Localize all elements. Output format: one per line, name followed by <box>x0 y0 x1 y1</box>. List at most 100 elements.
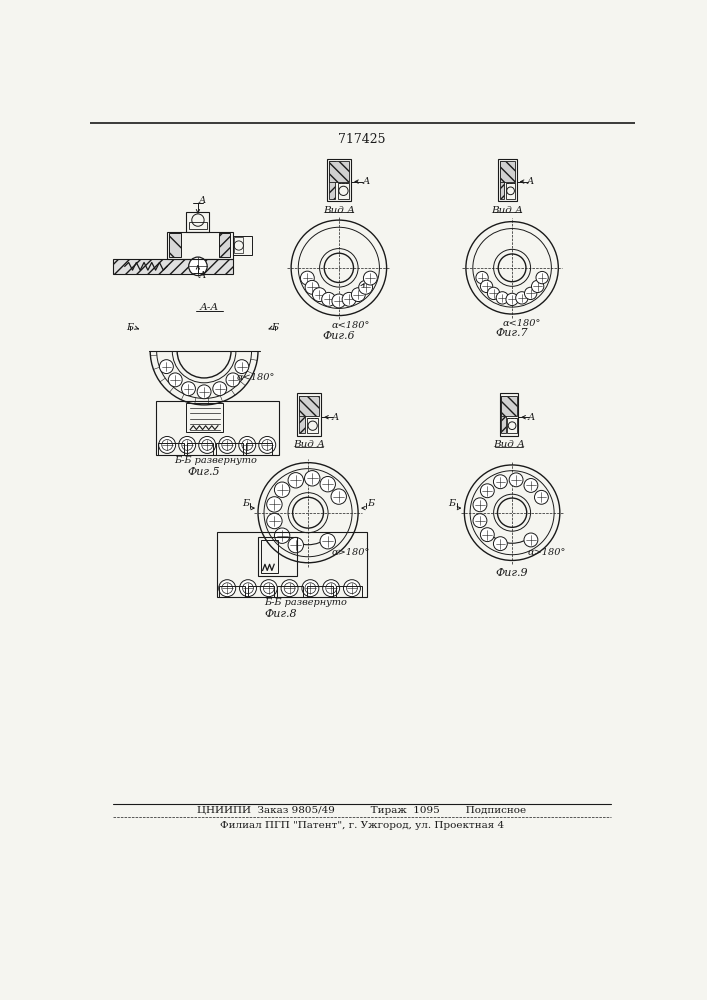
Text: Б-Б развернуто: Б-Б развернуто <box>264 598 347 607</box>
Text: α<180°: α<180° <box>502 319 541 328</box>
Text: А-А: А-А <box>200 303 219 312</box>
Text: Фиг.8: Фиг.8 <box>265 609 298 619</box>
Circle shape <box>305 471 320 486</box>
Circle shape <box>218 580 235 597</box>
Text: Вид А: Вид А <box>323 206 355 215</box>
Bar <box>187 443 214 455</box>
Circle shape <box>473 514 487 528</box>
Circle shape <box>239 436 256 453</box>
Circle shape <box>322 580 339 597</box>
Circle shape <box>509 473 523 487</box>
Text: А: А <box>526 177 534 186</box>
Circle shape <box>274 528 290 543</box>
Text: Вид А: Вид А <box>491 206 523 215</box>
Circle shape <box>158 436 175 453</box>
Circle shape <box>493 475 508 489</box>
Text: Б: Б <box>242 499 250 508</box>
Text: А: А <box>332 413 339 422</box>
Text: Филиал ПГП "Патент", г. Ужгород, ул. Проектная 4: Филиал ПГП "Патент", г. Ужгород, ул. Про… <box>220 821 504 830</box>
Bar <box>246 443 272 455</box>
Circle shape <box>226 373 240 387</box>
Bar <box>216 443 243 455</box>
Circle shape <box>496 292 508 304</box>
Circle shape <box>168 373 182 387</box>
Bar <box>308 418 318 433</box>
Bar <box>156 401 279 455</box>
Text: ЦНИИПИ  Заказ 9805/49           Тираж  1095        Подписное: ЦНИИПИ Заказ 9805/49 Тираж 1095 Подписно… <box>197 806 527 815</box>
Circle shape <box>342 292 356 306</box>
Text: α>180°: α>180° <box>331 548 370 557</box>
Circle shape <box>281 580 298 597</box>
Circle shape <box>302 580 319 597</box>
Bar <box>336 586 362 597</box>
Circle shape <box>288 537 303 553</box>
Circle shape <box>182 382 195 396</box>
Circle shape <box>532 280 544 293</box>
Circle shape <box>525 287 537 300</box>
Text: Вид А: Вид А <box>493 440 525 449</box>
Circle shape <box>476 271 489 284</box>
Bar <box>307 586 333 597</box>
Circle shape <box>332 294 346 308</box>
Bar <box>217 532 368 597</box>
Bar <box>299 396 319 416</box>
Bar <box>500 161 504 199</box>
Bar <box>187 403 223 432</box>
Polygon shape <box>113 259 233 274</box>
Text: α>180°: α>180° <box>527 548 566 557</box>
Text: А: А <box>198 271 206 280</box>
Bar <box>258 537 296 576</box>
Bar <box>329 161 335 199</box>
Circle shape <box>179 436 196 453</box>
Circle shape <box>480 484 494 498</box>
Circle shape <box>351 288 366 302</box>
Circle shape <box>240 580 257 597</box>
Bar <box>299 396 305 433</box>
Text: 717425: 717425 <box>338 133 386 146</box>
Bar <box>248 586 274 597</box>
Circle shape <box>235 360 249 374</box>
Bar <box>338 183 349 199</box>
Circle shape <box>160 360 173 374</box>
Bar <box>187 212 209 232</box>
Circle shape <box>493 537 508 551</box>
Circle shape <box>322 292 336 306</box>
Circle shape <box>305 280 319 294</box>
Circle shape <box>480 280 493 293</box>
Bar <box>167 232 233 259</box>
Text: Фиг.9: Фиг.9 <box>496 568 528 578</box>
Circle shape <box>300 271 315 285</box>
Circle shape <box>536 271 549 284</box>
Circle shape <box>218 436 235 453</box>
Circle shape <box>320 476 335 492</box>
Bar <box>261 540 278 573</box>
Text: Б: Б <box>271 323 279 332</box>
Circle shape <box>480 528 494 542</box>
Bar <box>500 161 515 182</box>
Circle shape <box>312 288 327 302</box>
Bar <box>233 235 252 255</box>
Circle shape <box>515 292 528 304</box>
Circle shape <box>534 490 549 504</box>
Text: Б: Б <box>367 499 374 508</box>
Circle shape <box>320 534 335 549</box>
Bar <box>498 158 517 201</box>
Text: Б: Б <box>448 499 455 508</box>
Text: А: А <box>527 413 535 422</box>
Circle shape <box>197 385 211 399</box>
Text: α<180°: α<180° <box>237 373 275 382</box>
Bar <box>296 393 321 436</box>
Circle shape <box>189 257 207 276</box>
Text: Вид А: Вид А <box>293 440 325 449</box>
Bar <box>218 586 245 597</box>
Bar <box>189 222 207 229</box>
Text: А: А <box>198 196 206 205</box>
Text: Б-Б развернуто: Б-Б развернуто <box>174 456 257 465</box>
Circle shape <box>259 436 276 453</box>
Bar <box>277 586 303 597</box>
Circle shape <box>199 436 216 453</box>
Circle shape <box>267 513 282 529</box>
Bar <box>218 233 230 257</box>
Text: Фиг.6: Фиг.6 <box>322 331 355 341</box>
Circle shape <box>213 382 227 396</box>
